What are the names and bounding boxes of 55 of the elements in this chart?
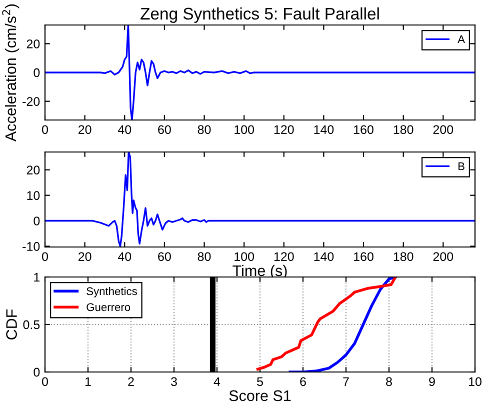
y-tick-label: 20 — [26, 166, 40, 174]
x-tick-label: 160 — [354, 252, 374, 262]
x-tick-label: 0 — [42, 125, 48, 134]
x-tick-label: 20 — [78, 252, 92, 262]
x-tick-label: 140 — [314, 252, 334, 262]
x-tick-label: 0 — [42, 377, 48, 386]
y-tick-label: -20 — [22, 97, 40, 106]
x-tick-label: 4 — [214, 377, 220, 386]
x-tick-label: 3 — [171, 377, 177, 386]
y-axis-title: CDF — [6, 309, 17, 340]
x-tick-label: 100 — [234, 252, 254, 262]
x-tick-label: 1 — [85, 377, 91, 386]
x-tick-label: 6 — [300, 377, 306, 386]
x-tick-label: 60 — [158, 252, 171, 262]
y-tick-label: 0.5 — [23, 320, 40, 330]
y-tick-label: -10 — [22, 242, 40, 251]
chart-title: Zeng Synthetics 5: Fault Parallel — [140, 7, 379, 23]
x-tick-label: 100 — [234, 125, 254, 134]
x-tick-label: 7 — [343, 377, 349, 386]
x-tick-label: 180 — [394, 252, 414, 262]
x-tick-label: 120 — [274, 125, 294, 134]
y-tick-label: 0 — [34, 216, 40, 226]
line-series — [256, 277, 397, 371]
x-tick-label: 20 — [78, 125, 92, 134]
x-tick-label: 40 — [118, 125, 132, 134]
x-tick-label: 200 — [433, 125, 454, 134]
x-tick-label: 120 — [274, 252, 294, 262]
line-series — [45, 25, 475, 120]
y-tick-label: 20 — [26, 40, 40, 48]
y-tick-label: 10 — [27, 191, 40, 200]
y-tick-label: 0 — [34, 368, 40, 377]
x-axis-title: Score S1 — [229, 390, 291, 402]
line-series — [288, 277, 397, 372]
x-tick-label: 5 — [257, 377, 263, 386]
x-tick-label: 80 — [198, 252, 211, 262]
x-tick-label: 0 — [42, 252, 48, 262]
x-tick-label: 140 — [314, 125, 334, 134]
x-tick-label: 8 — [386, 377, 392, 386]
x-tick-label: 2 — [128, 377, 134, 386]
x-tick-label: 40 — [118, 252, 132, 262]
line-series — [45, 152, 475, 247]
legend-label: Guerrero — [86, 303, 130, 312]
x-tick-label: 9 — [429, 377, 435, 386]
x-tick-label: 200 — [433, 252, 454, 262]
y-tick-label: 1 — [34, 272, 40, 282]
legend-label: A — [458, 35, 465, 44]
legend-label: B — [458, 162, 464, 170]
x-tick-label: 160 — [354, 125, 374, 134]
legend-label: Synthetics — [86, 287, 137, 298]
x-tick-label: 80 — [198, 125, 211, 134]
x-tick-label: 10 — [469, 377, 482, 386]
y-axis-title: Acceleration (cm/s$^{2}$) — [2, 4, 20, 142]
x-tick-label: 180 — [394, 125, 414, 134]
y-tick-label: 0 — [34, 68, 40, 78]
x-tick-label: 60 — [158, 125, 171, 134]
